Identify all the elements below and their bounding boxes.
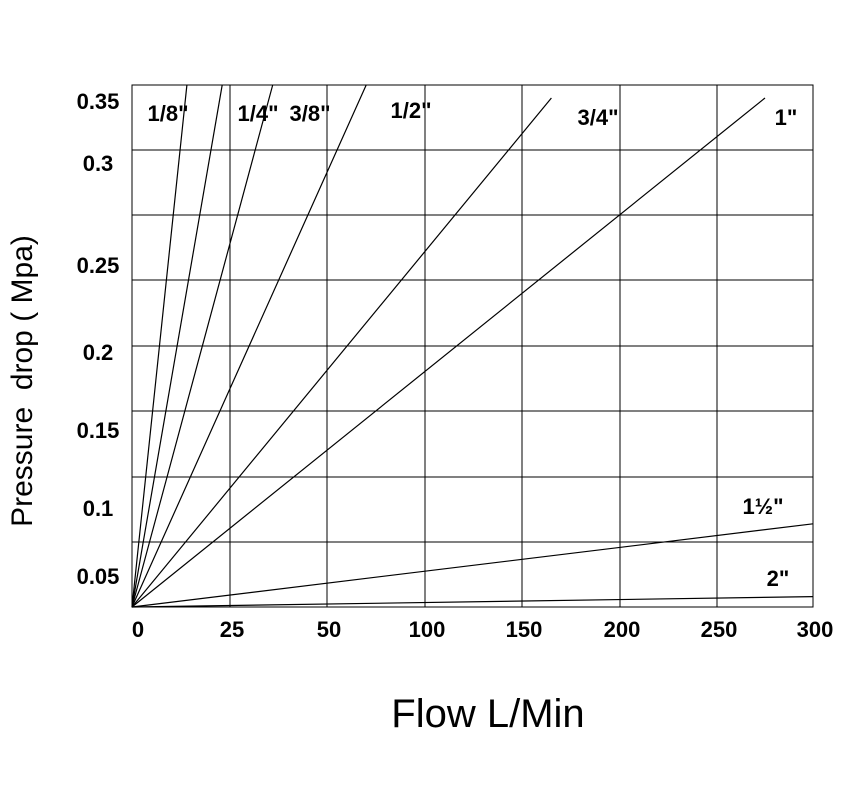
grid [131,84,814,608]
y-tick-label: 0.2 [83,340,114,365]
series-label: 3/4" [577,105,618,130]
series-label: 1/2" [390,98,431,123]
series-line-5 [131,97,766,608]
series-line-2 [131,84,274,608]
series-label: 1" [775,105,798,130]
x-tick-label: 300 [797,617,834,642]
x-tick-label: 0 [132,617,144,642]
y-tick-label: 0.05 [77,564,120,589]
curves [131,84,814,608]
x-tick-labels: 0 25 50 100 150 200 250 300 [132,617,833,642]
y-tick-label: 0.35 [77,89,120,114]
y-tick-labels: 0.05 0.1 0.15 0.2 0.25 0.3 0.35 [77,89,120,589]
y-tick-label: 0.1 [83,496,114,521]
x-tick-label: 150 [506,617,543,642]
series-label: 1½" [742,494,783,519]
series-line-0 [131,84,188,608]
y-tick-label: 0.3 [83,151,114,176]
series-labels: 1/8" 1/4" 3/8" 1/2" 3/4" 1" 1½" 2" [147,98,797,591]
x-tick-label: 200 [604,617,641,642]
series-line-3 [131,84,367,608]
series-label: 1/4" [237,101,278,126]
series-line-1 [131,84,223,608]
y-axis-title: Pressure drop ( Mpa) [6,235,39,527]
y-tick-label: 0.15 [77,418,120,443]
series-label: 1/8" [147,101,188,126]
x-tick-label: 250 [701,617,738,642]
series-label: 3/8" [289,101,330,126]
series-line-6 [131,523,814,608]
series-line-4 [131,97,552,608]
x-axis-title: Flow L/Min [391,692,584,736]
x-tick-label: 25 [220,617,244,642]
series-line-7 [131,596,814,608]
series-label: 2" [767,566,790,591]
x-tick-label: 50 [317,617,341,642]
y-tick-label: 0.25 [77,253,120,278]
x-tick-label: 100 [409,617,446,642]
